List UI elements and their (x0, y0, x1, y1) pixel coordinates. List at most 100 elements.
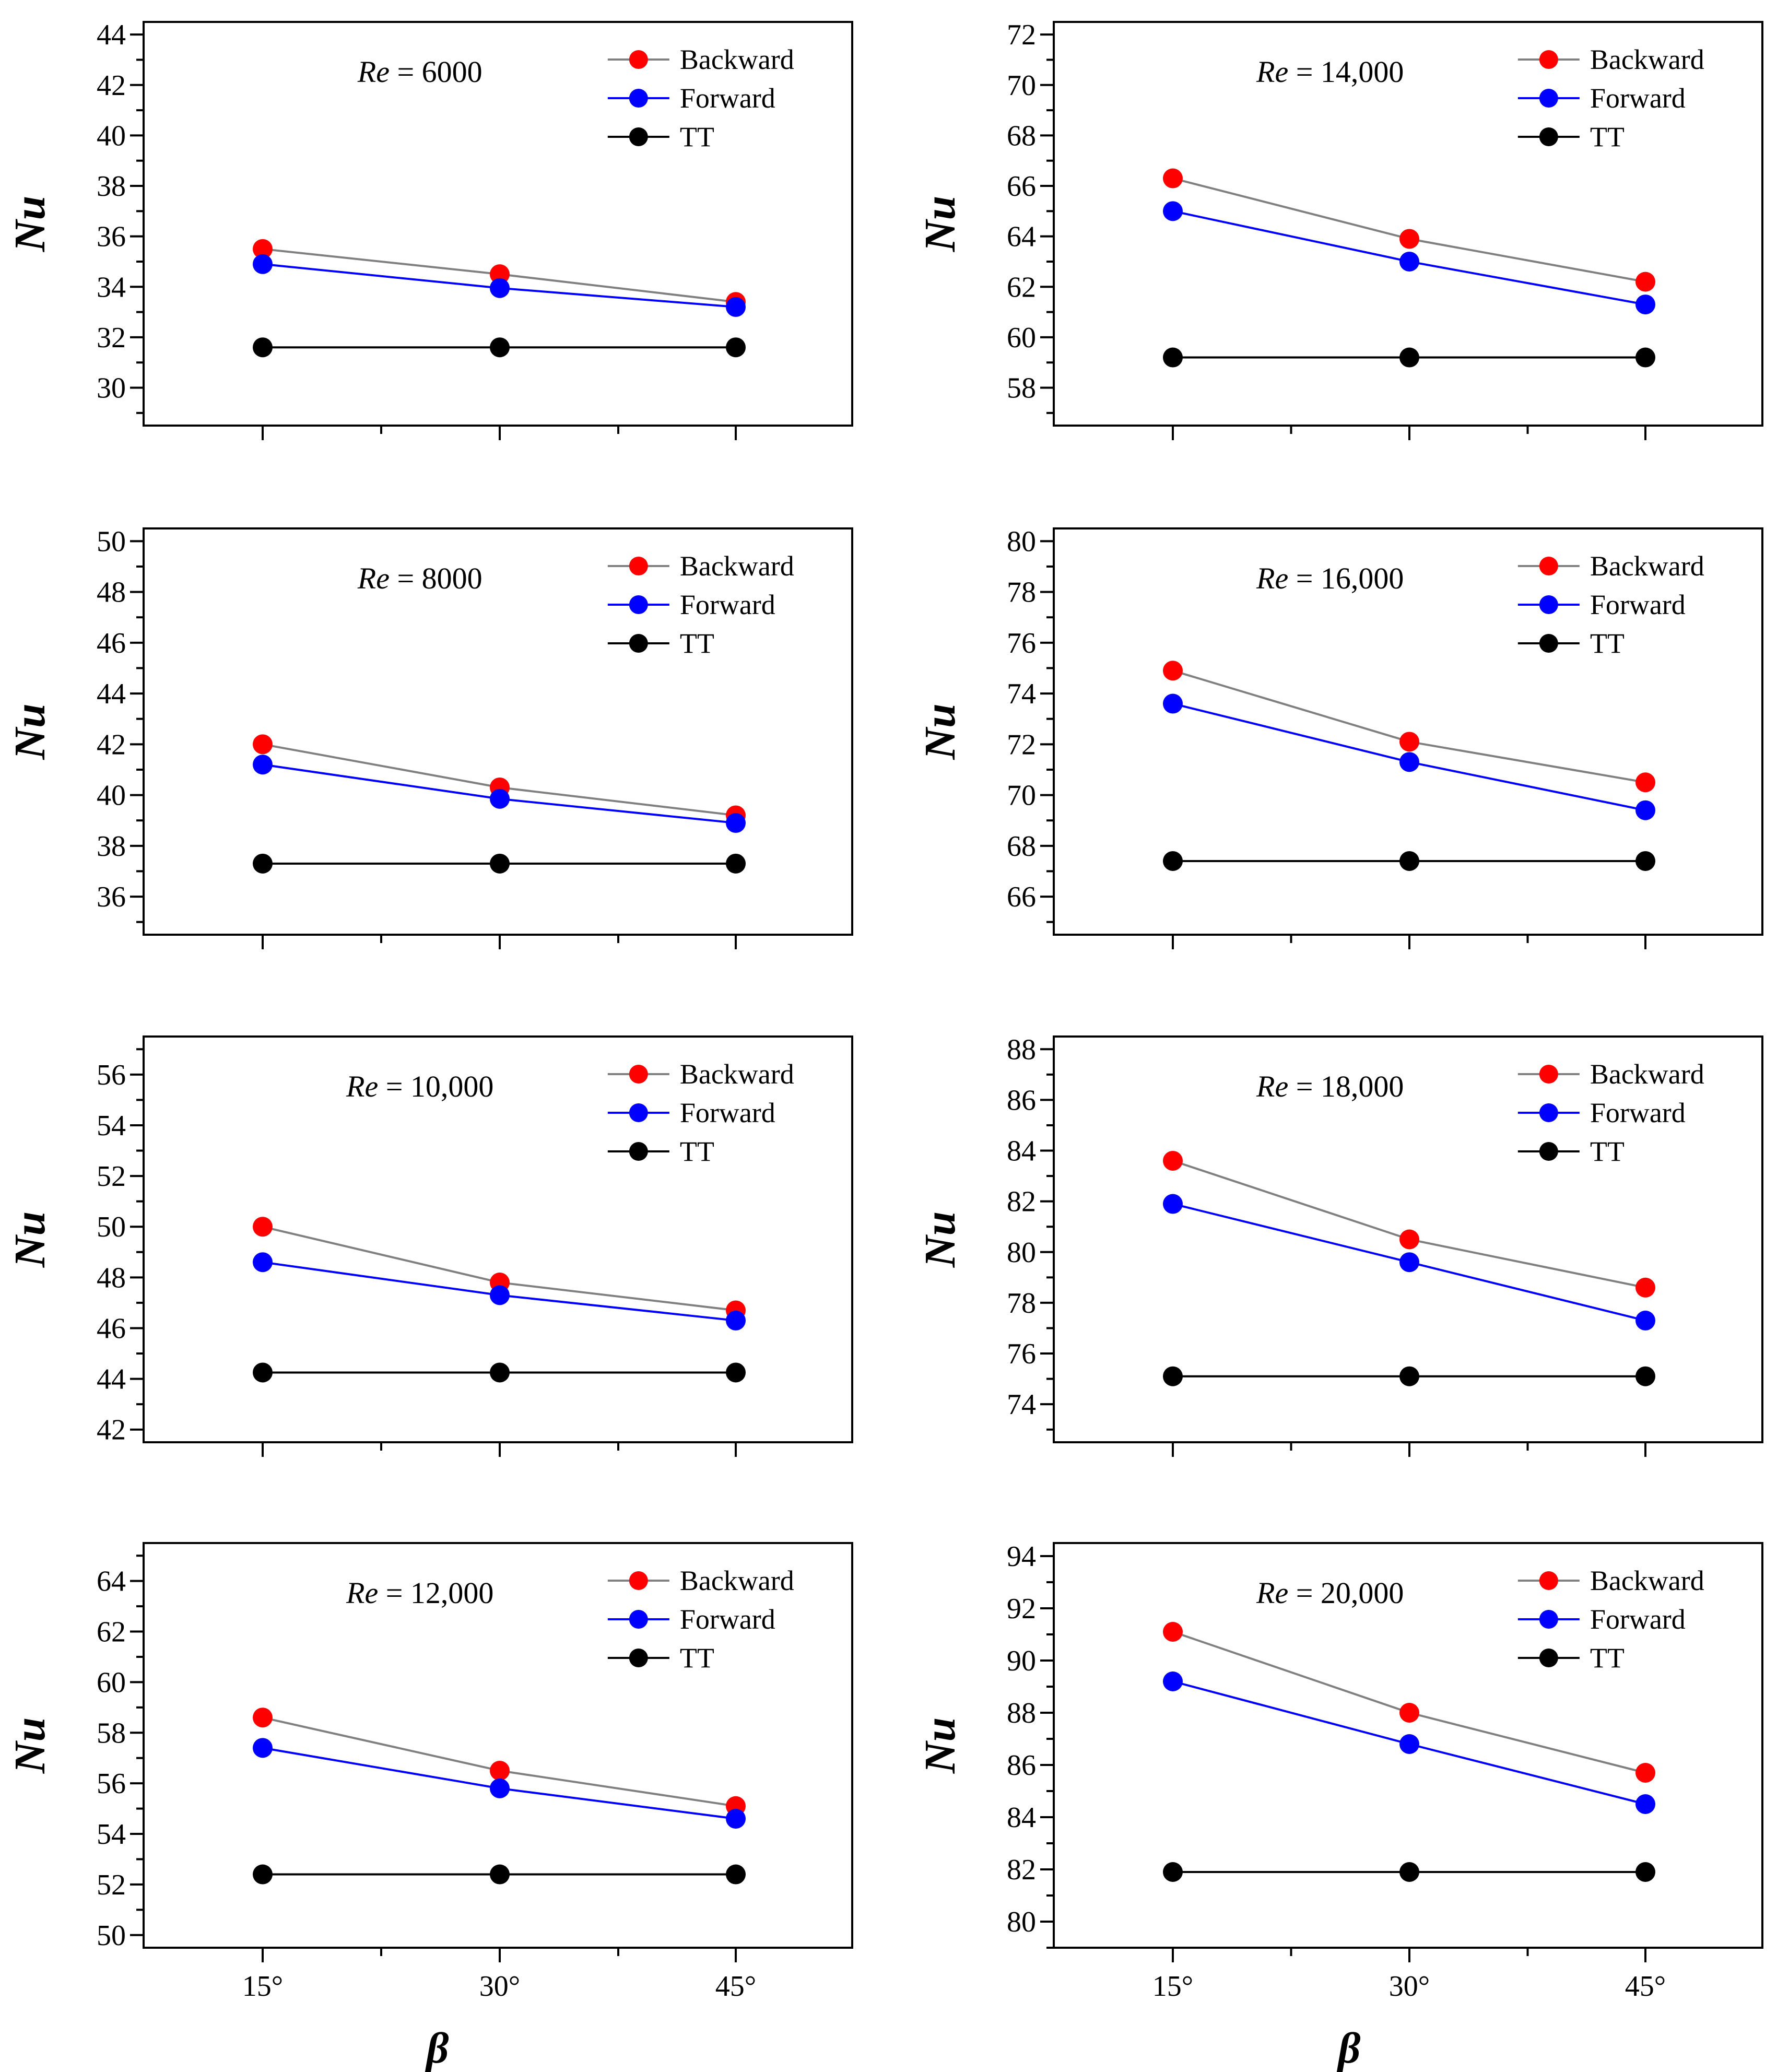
re-symbol: Re (1256, 55, 1296, 89)
y-tick-label: 64 (1007, 221, 1036, 253)
y-tick-label: 44 (97, 19, 126, 51)
data-point-tt (253, 853, 273, 874)
data-point-tt (1399, 1862, 1419, 1882)
y-tick-label: 30 (97, 372, 126, 405)
data-point-forward (726, 813, 746, 833)
re-value: = 14,000 (1296, 55, 1404, 89)
data-point-forward (253, 755, 273, 775)
y-tick-label: 54 (97, 1818, 126, 1851)
legend-marker-tt (629, 1649, 648, 1667)
plot-frame (143, 21, 853, 427)
y-tick-label: 46 (97, 627, 126, 660)
re-symbol: Re (346, 1576, 386, 1610)
y-tick-label: 62 (1007, 271, 1036, 303)
chart-panel-7: 50 52 54 56 58 60 62 64 15° 30° 45° Nu Re = 12,000 Ba… (6, 1542, 853, 2003)
data-point-tt (1163, 851, 1183, 871)
y-tick-label: 38 (97, 170, 126, 203)
legend-label-tt: TT (680, 1642, 714, 1674)
data-point-backward (1163, 661, 1183, 681)
data-point-forward (1163, 1194, 1183, 1214)
re-symbol: Re (1256, 1069, 1296, 1103)
legend-marker-forward (629, 1610, 648, 1629)
data-point-tt (1163, 347, 1183, 368)
re-annotation: Re = 16,000 (1256, 561, 1404, 595)
y-axis-label: Nu (916, 1211, 964, 1268)
legend-marker-tt (1539, 1142, 1558, 1161)
data-point-backward (1635, 772, 1655, 793)
y-tick-label: 50 (97, 1211, 126, 1243)
data-point-forward (1635, 800, 1655, 820)
y-tick-label: 40 (97, 120, 126, 152)
y-tick-label: 46 (97, 1312, 126, 1345)
re-value: = 16,000 (1296, 561, 1404, 595)
plot-frame (1053, 1035, 1763, 1443)
chart-panel-5: 42 44 46 48 50 52 54 56 Nu Re = 10,000 Backward For… (6, 1035, 853, 1457)
chart-panel-6: 74 76 78 80 82 84 86 88 Nu Re = 18,000 Backward For… (916, 1033, 1763, 1457)
x-axis-label-right: β (1336, 2024, 1360, 2072)
data-point-tt (1635, 1862, 1655, 1882)
y-tick-label: 68 (1007, 120, 1036, 152)
data-point-tt (1163, 1366, 1183, 1386)
y-tick-label: 36 (97, 881, 126, 913)
legend-label-tt: TT (1590, 1136, 1625, 1167)
plot-frame (1053, 21, 1763, 427)
y-tick-label: 78 (1007, 576, 1036, 609)
y-tick-label: 86 (1007, 1084, 1036, 1116)
y-tick-label: 78 (1007, 1287, 1036, 1320)
y-tick-label: 82 (1007, 1854, 1036, 1886)
data-point-forward (490, 278, 510, 298)
plot-frame (143, 1542, 853, 1949)
legend-marker-tt (1539, 634, 1558, 653)
y-tick-label: 58 (97, 1717, 126, 1749)
y-tick-label: 92 (1007, 1593, 1036, 1625)
data-point-tt (1635, 347, 1655, 368)
data-point-tt (490, 1864, 510, 1885)
legend-marker-forward (1539, 89, 1558, 108)
re-value: = 6000 (397, 55, 482, 89)
legend-label-tt: TT (680, 628, 714, 659)
y-tick-label: 84 (1007, 1135, 1036, 1168)
y-tick-label: 76 (1007, 1338, 1036, 1370)
legend-marker-forward (629, 595, 648, 614)
legend-marker-tt (629, 634, 648, 653)
data-point-tt (726, 853, 746, 874)
legend-marker-forward (1539, 1610, 1558, 1629)
legend-label-forward: Forward (680, 83, 775, 114)
y-tick-label: 42 (97, 69, 126, 102)
data-point-forward (1635, 1310, 1655, 1331)
y-tick-label: 44 (97, 678, 126, 710)
data-point-tt (1635, 851, 1655, 871)
y-tick-label: 48 (97, 576, 126, 609)
y-axis-label: Nu (6, 1211, 54, 1268)
y-tick-label: 38 (97, 830, 126, 863)
re-value: = 18,000 (1296, 1069, 1404, 1103)
re-value: = 20,000 (1296, 1576, 1404, 1610)
data-point-forward (1399, 752, 1419, 772)
plot-frame (1053, 1542, 1763, 1949)
y-axis-label: Nu (916, 1717, 964, 1774)
data-point-backward (253, 239, 273, 259)
data-point-tt (1399, 851, 1419, 871)
y-tick-label: 82 (1007, 1186, 1036, 1218)
data-point-backward (1163, 1622, 1183, 1642)
y-axis-label: Nu (916, 196, 964, 252)
re-annotation: Re = 12,000 (346, 1576, 493, 1610)
legend-label-forward: Forward (1590, 1097, 1686, 1128)
y-tick-label: 74 (1007, 678, 1036, 710)
plot-frame (143, 1035, 853, 1443)
data-point-forward (253, 254, 273, 274)
data-point-backward (490, 264, 510, 285)
data-point-backward (1399, 229, 1419, 249)
panels: 30 32 34 36 38 40 42 44 Nu Re = 6000 Backward Forwa… (6, 19, 1763, 2003)
y-tick-label: 62 (97, 1616, 126, 1649)
y-tick-label: 90 (1007, 1645, 1036, 1677)
legend-label-forward: Forward (680, 1604, 775, 1635)
y-tick-label: 76 (1007, 627, 1036, 660)
y-tick-label: 88 (1007, 1033, 1036, 1066)
data-point-backward (253, 1708, 273, 1728)
data-point-backward (1399, 732, 1419, 752)
data-point-forward (1163, 693, 1183, 714)
data-point-backward (1399, 1229, 1419, 1250)
y-axis-label: Nu (6, 1717, 54, 1774)
y-tick-label: 80 (1007, 1906, 1036, 1938)
